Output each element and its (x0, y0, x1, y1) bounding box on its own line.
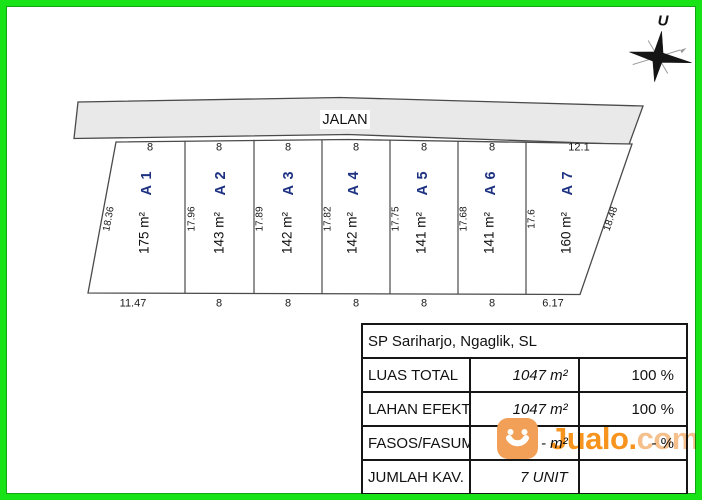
plot-a5-top-dim: 8 (421, 142, 427, 154)
row-luas-total-value: 1047 m² (469, 357, 580, 393)
plot-a5: 8 A 5 141 m² 17.75 8 (391, 142, 432, 310)
plot-a5-id: A 5 (415, 170, 431, 195)
plot-a3-area: 142 m² (280, 211, 295, 254)
plot-a3: 8 A 3 142 m² 17.89 8 (255, 142, 298, 310)
table-row: SP Sariharjo, Ngaglik, SL (361, 323, 688, 359)
plot-a2-left-dim: 17.96 (187, 206, 198, 231)
plot-a6-area: 141 m² (482, 211, 497, 254)
plot-a6-id: A 6 (483, 170, 499, 195)
row-fasos-fasum-label: FASOS/FASUM (360, 425, 472, 461)
table-row: LUAS TOTAL 1047 m² 100 % (360, 357, 689, 393)
plot-a6-left-dim: 17.68 (459, 206, 470, 231)
compass-north-label: U (658, 13, 670, 30)
road: JALAN (73, 96, 644, 146)
plot-a7-bottom-dim: 6.17 (542, 298, 563, 310)
plot-a2-bottom-dim: 8 (216, 298, 222, 310)
plot-a5-left-dim: 17.75 (391, 206, 402, 231)
row-jumlah-kav-label: JUMLAH KAV. (360, 459, 472, 494)
plot-a2-id: A 2 (213, 170, 229, 195)
watermark-tld-text: com (636, 421, 699, 456)
plot-a3-top-dim: 8 (285, 142, 291, 154)
row-lahan-efektif-pct: 100 % (577, 391, 689, 427)
row-luas-total-pct: 100 % (577, 357, 689, 393)
plot-a1-area: 175 m² (137, 211, 152, 254)
jualo-watermark: Jualo.com (550, 419, 699, 459)
row-fasos-fasum-pct: - % (577, 425, 689, 461)
plot-a4-left-dim: 17.82 (323, 206, 334, 231)
plot-a4-top-dim: 8 (353, 142, 359, 154)
plot-block-outline (87, 138, 633, 296)
row-jumlah-kav-pct (577, 459, 689, 494)
plot-a6: 8 A 6 141 m² 17.68 8 (459, 142, 500, 310)
plot-a1-bottom-dim: 11.47 (120, 298, 147, 310)
plot-a4: 8 A 4 142 m² 17.82 8 (323, 142, 363, 310)
plot-a2: 8 A 2 143 m² 17.96 8 (187, 142, 230, 310)
plot-a3-bottom-dim: 8 (285, 298, 291, 310)
plot-a5-bottom-dim: 8 (421, 298, 427, 310)
plot-a4-area: 142 m² (345, 211, 360, 254)
plot-a7-area: 160 m² (559, 211, 574, 254)
plot-a2-area: 143 m² (212, 211, 227, 254)
plot-a1-id: A 1 (139, 170, 155, 195)
table-row: JUMLAH KAV. 7 UNIT (360, 459, 689, 494)
table-row: LAHAN EFEKTIF 1047 m² 100 % (360, 391, 689, 427)
table-header-location: SP Sariharjo, Ngaglik, SL (361, 323, 688, 359)
plot-a1-left-dim: 18.36 (101, 205, 116, 232)
plot-a2-top-dim: 8 (216, 142, 222, 154)
road-label: JALAN (322, 112, 367, 128)
watermark-dot: . (628, 421, 637, 456)
plot-a1-top-dim: 8 (147, 142, 153, 154)
plot-a1: 8 A 1 175 m² 18.36 11.47 (101, 142, 155, 310)
plot-block (87, 138, 633, 296)
site-info-table: SP Sariharjo, Ngaglik, SL LUAS TOTAL 104… (360, 323, 689, 494)
plot-a4-bottom-dim: 8 (353, 298, 359, 310)
plot-a3-left-dim: 17.89 (255, 206, 266, 231)
plot-a7-left-dim: 17.6 (527, 209, 538, 229)
plot-a3-id: A 3 (281, 170, 297, 195)
watermark-brand-text: Jualo (550, 421, 629, 456)
compass-rose-icon: U (629, 13, 692, 82)
plot-a6-top-dim: 8 (489, 142, 495, 154)
row-jumlah-kav-value: 7 UNIT (469, 459, 580, 494)
row-luas-total-label: LUAS TOTAL (360, 357, 472, 393)
road-label-backplate (320, 110, 370, 129)
plot-a4-id: A 4 (346, 170, 362, 195)
plot-a6-bottom-dim: 8 (489, 298, 495, 310)
plot-a7-id: A 7 (560, 170, 576, 195)
jualo-logo-icon (497, 418, 538, 459)
row-lahan-efektif-label: LAHAN EFEKTIF (360, 391, 472, 427)
plot-a7-top-dim: 12.1 (568, 142, 589, 154)
plot-a5-area: 141 m² (414, 211, 429, 254)
